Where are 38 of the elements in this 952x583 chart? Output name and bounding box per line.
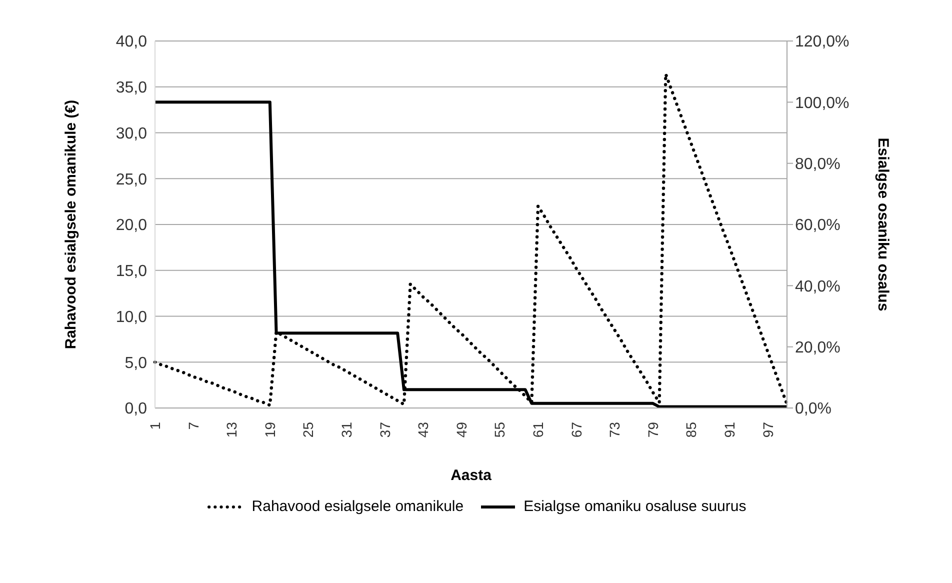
x-tick-label: 7 xyxy=(185,422,202,430)
legend-label: Esialgse omaniku osaluse suurus xyxy=(524,498,746,515)
y-tick-label: 0,0 xyxy=(124,400,148,418)
y-tick-label: 10,0 xyxy=(116,308,148,326)
x-tick-label: 31 xyxy=(338,422,355,438)
x-tick-label: 19 xyxy=(262,422,278,438)
x-tick-label: 79 xyxy=(644,422,661,438)
x-tick-label: 61 xyxy=(530,422,546,438)
x-tick-label: 13 xyxy=(224,422,240,438)
y2-tick-label: 20,0% xyxy=(795,340,840,357)
x-tick-label: 73 xyxy=(606,422,623,438)
x-tick-label: 49 xyxy=(453,422,470,438)
y-tick-label: 20,0 xyxy=(116,217,148,234)
x-tick-label: 67 xyxy=(568,422,584,438)
x-tick-label: 43 xyxy=(415,422,432,438)
x-tick-label: 37 xyxy=(376,422,393,438)
y-tick-label: 25,0 xyxy=(116,171,148,188)
y2-tick-label: 80,0% xyxy=(795,156,840,174)
x-tick-label: 91 xyxy=(722,422,738,438)
y-tick-label: 5,0 xyxy=(124,354,148,372)
y2-tick-label: 100,0% xyxy=(795,94,850,112)
y-tick-label: 15,0 xyxy=(116,263,148,280)
x-tick-label: 55 xyxy=(492,422,508,438)
y2-tick-label: 40,0% xyxy=(795,278,840,296)
y2-axis-title: Esialgse osaniku osalus xyxy=(874,138,892,312)
y-tick-label: 40,0 xyxy=(116,34,148,51)
y2-tick-label: 60,0% xyxy=(795,217,840,234)
x-tick-label: 25 xyxy=(300,422,316,438)
y-axis-title: Rahavood esialgsele omanikule (€) xyxy=(62,100,80,350)
y-tick-label: 35,0 xyxy=(116,80,148,97)
x-axis-title: Aasta xyxy=(450,467,492,484)
y2-tick-label: 0,0% xyxy=(795,400,832,418)
x-tick-label: 85 xyxy=(683,422,700,438)
y-tick-label: 30,0 xyxy=(116,125,148,142)
legend-label: Rahavood esialgsele omanikule xyxy=(252,498,464,515)
x-tick-label: 97 xyxy=(760,422,776,438)
y2-tick-label: 120,0% xyxy=(795,34,850,51)
x-tick-label: 1 xyxy=(147,422,163,430)
